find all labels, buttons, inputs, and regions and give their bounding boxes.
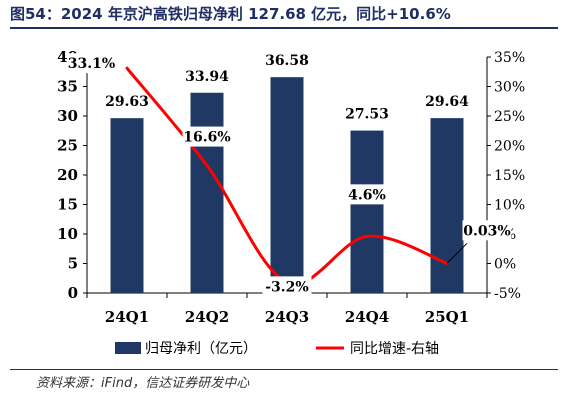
line-label-group: 33.1% <box>67 53 116 74</box>
right-tick-label: 35% <box>494 50 525 66</box>
left-tick-label: 20 <box>57 166 78 184</box>
line-label-box <box>462 220 512 241</box>
bar-value-label: 33.94 <box>185 69 229 85</box>
bar-value-label: 29.64 <box>425 94 469 110</box>
legend: 归母净利（亿元） 同比增速-右轴 <box>115 340 439 357</box>
x-tick-label: 25Q1 <box>425 308 469 326</box>
right-tick-label: 25% <box>494 109 525 125</box>
bar <box>270 77 304 293</box>
left-tick-label: 15 <box>57 196 78 214</box>
source-divider <box>10 369 558 370</box>
line-label-box <box>67 53 116 74</box>
left-tick-label: 25 <box>57 137 78 155</box>
bar-series <box>110 77 464 294</box>
right-tick-label: 30% <box>494 80 525 96</box>
left-tick-label: 30 <box>57 107 78 125</box>
left-tick-label: 10 <box>57 225 78 243</box>
x-tick-label: 24Q2 <box>185 308 229 326</box>
label-leader-line <box>446 242 468 264</box>
line-label-group: 16.6% <box>182 126 232 147</box>
source-note: 资料来源：iFind，信达证券研发中心 <box>36 376 250 391</box>
line-label-group: 0.03% <box>446 220 512 264</box>
bar-value-label: 29.63 <box>105 94 149 110</box>
left-tick-label: 5 <box>68 255 78 273</box>
right-tick-label: 20% <box>494 139 525 155</box>
x-tick-label: 24Q4 <box>345 308 389 326</box>
x-tick-label: 24Q3 <box>265 308 309 326</box>
title-underline <box>10 27 558 29</box>
bar-value-label: 27.53 <box>345 107 389 123</box>
bar <box>110 118 144 293</box>
line-label-box <box>262 276 312 297</box>
chart-title: 图54：2024 年京沪高铁归母净利 127.68 亿元，同比+10.6% <box>10 5 451 23</box>
legend-line-label: 同比增速-右轴 <box>350 341 439 357</box>
line-label-group: -3.2% <box>262 276 312 297</box>
right-tick-label: 10% <box>494 198 525 214</box>
line-label-box <box>346 184 388 205</box>
data-labels: 29.63 33.94 36.58 27.53 29.64 33.1% 16.6% -3.2%… <box>67 53 512 297</box>
left-tick-label: 35 <box>57 78 78 96</box>
right-tick-label: -5% <box>494 286 521 302</box>
line-label-group: 4.6% <box>346 184 388 205</box>
line-value-label: 0.03% <box>463 223 510 239</box>
line-value-label: -3.2% <box>265 279 308 295</box>
right-tick-label: 15% <box>494 168 525 184</box>
line-value-label: 16.6% <box>183 130 230 146</box>
line-value-label: 4.6% <box>348 187 386 203</box>
bar <box>350 130 384 293</box>
bar <box>430 118 464 294</box>
legend-bar-label: 归母净利（亿元） <box>145 340 257 357</box>
chart-axes: 0510152025303540-5%0%5%10%15%20%25%30%35… <box>57 48 525 326</box>
bar <box>190 92 224 293</box>
right-tick-label: 0% <box>494 257 516 273</box>
x-tick-label: 24Q1 <box>105 308 149 326</box>
line-value-label: 33.1% <box>68 56 115 72</box>
legend-bar-swatch <box>115 342 141 354</box>
left-tick-label: 0 <box>68 284 78 302</box>
line-label-box <box>182 126 232 147</box>
bar-value-label: 36.58 <box>265 53 309 69</box>
